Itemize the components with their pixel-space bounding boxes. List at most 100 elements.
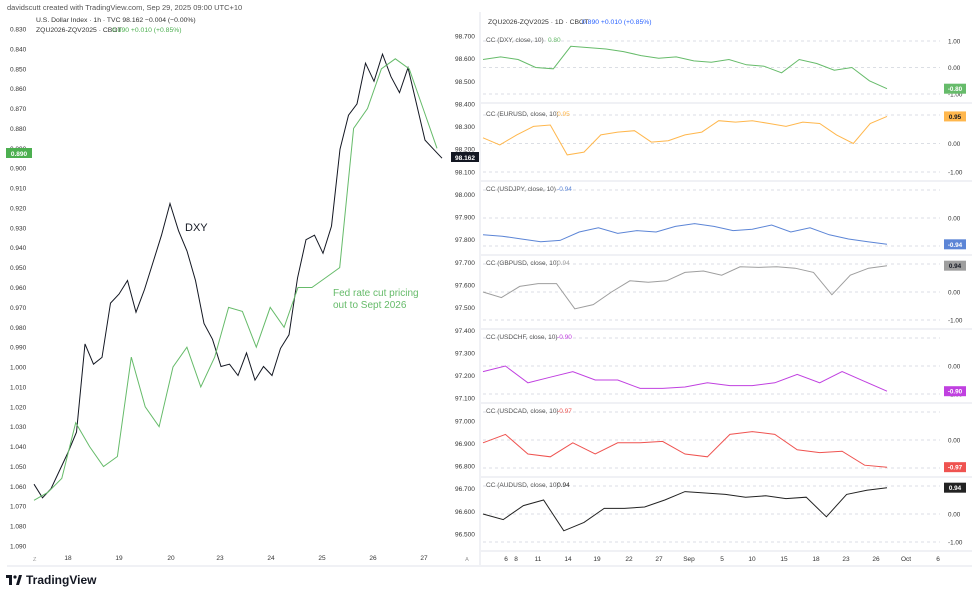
right-axis-tick-label: 97.700 <box>455 260 475 267</box>
right-x-tick-label: 19 <box>593 556 601 563</box>
right-x-tick-label: 11 <box>535 556 542 563</box>
left-axis-tick-label: 1.040 <box>10 444 27 451</box>
panel-value-badge <box>944 482 966 493</box>
right-header-value: 0.890 +0.010 (+0.85%) <box>582 19 652 26</box>
panel-series-name: CC (DXY, close, 10) <box>486 37 544 44</box>
left-x-tick-label: 20 <box>167 555 175 562</box>
panel-series-value: 0.94 <box>557 482 570 489</box>
left-axis-tick-label: 1.070 <box>10 504 27 511</box>
left-axis-tick-label: 0.930 <box>10 225 27 232</box>
annotation-fed-line1: Fed rate cut pricing <box>333 288 419 299</box>
panel-value-badge <box>944 462 966 473</box>
credit-text: davidscutt created with TradingView.com,… <box>7 3 243 12</box>
right-header-symbol: ZQU2026-ZQV2025 · 1D · CBOT <box>488 19 588 26</box>
panel-series-value: 0.80 <box>548 37 561 44</box>
annotation-dxy: DXY <box>185 222 208 234</box>
right-axis-tick-label: 97.500 <box>455 305 475 312</box>
panel-series-name: CC (USDCHF, close, 10) <box>486 334 558 341</box>
right-axis-tick-label: 98.100 <box>455 169 475 176</box>
panel-value-badge-label: -0.97 <box>948 465 963 472</box>
panel-value-badge <box>944 239 966 250</box>
right-axis-tick-label: 98.700 <box>455 34 475 41</box>
right-x-tick-label: Sep <box>683 556 695 563</box>
panel-tick-label: 0.00 <box>948 141 961 148</box>
left-axis-tick-label: 0.990 <box>10 345 27 352</box>
panel-series-value: -0.94 <box>557 186 572 193</box>
right-axis-tick-label: 96.800 <box>455 464 475 471</box>
panel-tick-label: -1.00 <box>948 318 963 325</box>
panel-value-badge-label: -0.80 <box>948 86 963 93</box>
left-axis-tick-label: 1.030 <box>10 424 27 431</box>
right-x-tick-label: 5 <box>720 556 724 563</box>
left-axis-tick-label: 0.840 <box>10 46 27 53</box>
panel-series-line <box>482 115 888 156</box>
left-x-tick-label: 27 <box>420 555 428 562</box>
left-axis-tick-label: 0.980 <box>10 325 27 332</box>
panel-series-line <box>482 45 888 90</box>
panel-series-name: CC (USDJPY, close, 10) <box>486 186 556 193</box>
current-zq-label: 0.890 <box>11 151 28 158</box>
left-axis-tick-label: 1.000 <box>10 365 27 372</box>
panel-value-badge-label: 0.94 <box>949 263 962 270</box>
right-axis-tick-label: 98.000 <box>455 192 475 199</box>
annotation-fed-line2: out to Sept 2026 <box>333 300 407 311</box>
panel-value-badge <box>944 386 966 397</box>
panel-series-value: 0.95 <box>557 111 570 118</box>
left-axis-tick-label: 0.910 <box>10 186 27 193</box>
left-axis-tick-label: 0.920 <box>10 205 27 212</box>
right-x-tick-label: 18 <box>812 556 820 563</box>
right-axis-tick-label: 97.200 <box>455 373 475 380</box>
panel-series-line <box>482 365 888 392</box>
left-axis-tick-label: 0.880 <box>10 126 27 133</box>
right-axis-tick-label: 97.600 <box>455 283 475 290</box>
panel-series-line <box>482 265 888 310</box>
panel-series-name: CC (USDCAD, close, 10) <box>486 408 559 415</box>
panel-series-line <box>482 431 888 468</box>
left-axis-tick-label: 0.860 <box>10 86 27 93</box>
current-dxy-label: 98.162 <box>455 155 475 162</box>
left-x-tick-label: 23 <box>216 555 224 562</box>
left-axis-tick-label: 0.900 <box>10 166 27 173</box>
panel-tick-label: -1.00 <box>948 540 963 547</box>
panel-tick-label: 0.00 <box>948 290 961 297</box>
zq-series-line <box>33 58 438 501</box>
tradingview-logo[interactable]: TradingView <box>6 573 96 587</box>
corner-z-label: Z <box>33 557 37 563</box>
panel-series-name: CC (EURUSD, close, 10) <box>486 111 559 118</box>
panel-series-value: -0.97 <box>557 408 572 415</box>
logo-text: TradingView <box>26 573 97 587</box>
left-axis-tick-label: 0.830 <box>10 27 27 34</box>
panel-value-badge <box>944 111 966 122</box>
left-axis-tick-label: 1.090 <box>10 544 27 551</box>
right-x-tick-label: 26 <box>872 556 880 563</box>
right-axis-tick-label: 98.600 <box>455 56 475 63</box>
right-axis-tick-label: 98.200 <box>455 147 475 154</box>
panel-tick-label: 0.00 <box>948 364 961 371</box>
left-axis-tick-label: 1.060 <box>10 484 27 491</box>
right-x-tick-label: 10 <box>748 556 756 563</box>
right-axis-tick-label: 97.900 <box>455 215 475 222</box>
panel-tick-label: -1.00 <box>948 92 963 99</box>
right-axis-tick-label: 98.400 <box>455 101 475 108</box>
right-x-tick-label: 27 <box>655 556 663 563</box>
panel-series-name: CC (GBPUSD, close, 10) <box>486 260 559 267</box>
right-axis-tick-label: 96.500 <box>455 532 475 539</box>
right-axis-tick-label: 97.100 <box>455 396 475 403</box>
right-axis-tick-label: 97.300 <box>455 350 475 357</box>
right-axis-tick-label: 96.900 <box>455 441 475 448</box>
panel-value-badge <box>944 260 966 271</box>
panel-series-line <box>482 223 888 245</box>
right-axis-tick-label: 97.000 <box>455 418 475 425</box>
panel-value-badge-label: -0.94 <box>948 242 963 249</box>
left-axis-tick-label: 0.960 <box>10 285 27 292</box>
panel-tick-label: 0.00 <box>948 512 961 519</box>
left-x-tick-label: 18 <box>64 555 72 562</box>
left-axis-tick-label: 0.940 <box>10 245 27 252</box>
right-axis-tick-label: 96.600 <box>455 509 475 516</box>
current-zq-tag <box>6 148 32 158</box>
panel-value-badge-label: -0.90 <box>948 389 963 396</box>
panel-value-badge <box>944 83 966 94</box>
panel-series-name: CC (AUDUSD, close, 10) <box>486 482 559 489</box>
dxy-series-line <box>33 52 443 499</box>
